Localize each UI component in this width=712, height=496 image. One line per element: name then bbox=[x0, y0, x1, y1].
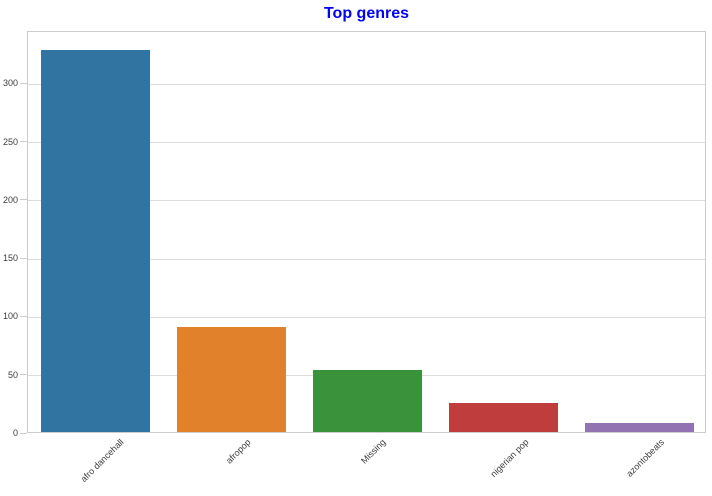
x-axis-label-afro-dancehall: afro dancehall bbox=[78, 437, 126, 485]
y-tick-mark-250 bbox=[20, 141, 27, 143]
plot-area bbox=[27, 31, 706, 433]
y-axis-tick-label: 150 bbox=[2, 253, 18, 264]
bar-missing bbox=[313, 370, 422, 432]
x-axis-label-nigerian-pop: nigerian pop bbox=[488, 437, 531, 480]
gridline-y-150 bbox=[28, 258, 705, 260]
bar-afropop bbox=[177, 327, 287, 432]
bar-azontobeats bbox=[584, 422, 694, 432]
gridline-y-250 bbox=[28, 142, 705, 144]
x-axis-label-azontobeats: azontobeats bbox=[624, 437, 667, 479]
gridline-y-300 bbox=[28, 83, 705, 85]
y-tick-mark-50 bbox=[20, 374, 27, 376]
x-axis-label-missing: Missing bbox=[359, 437, 388, 466]
x-axis-label-afropop: afropop bbox=[223, 437, 253, 466]
gridline-y-200 bbox=[28, 200, 705, 202]
y-tick-mark-200 bbox=[20, 199, 27, 201]
y-tick-mark-150 bbox=[20, 257, 27, 259]
y-tick-mark-300 bbox=[20, 82, 27, 84]
chart-title: Top genres bbox=[323, 5, 410, 22]
y-axis-tick-label: 250 bbox=[2, 136, 18, 147]
y-axis-tick-label: 50 bbox=[7, 369, 18, 380]
y-tick-mark-0 bbox=[20, 432, 27, 434]
y-axis-tick-label: 0 bbox=[12, 428, 18, 438]
bar-nigerian-pop bbox=[448, 402, 558, 432]
y-axis-tick-label: 100 bbox=[2, 311, 18, 322]
gridline-y-100 bbox=[28, 316, 705, 318]
y-tick-mark-100 bbox=[20, 315, 27, 317]
bar-afro-dancehall bbox=[41, 49, 151, 432]
y-axis-tick-label: 300 bbox=[2, 78, 18, 89]
y-axis-tick-label: 200 bbox=[2, 194, 18, 205]
